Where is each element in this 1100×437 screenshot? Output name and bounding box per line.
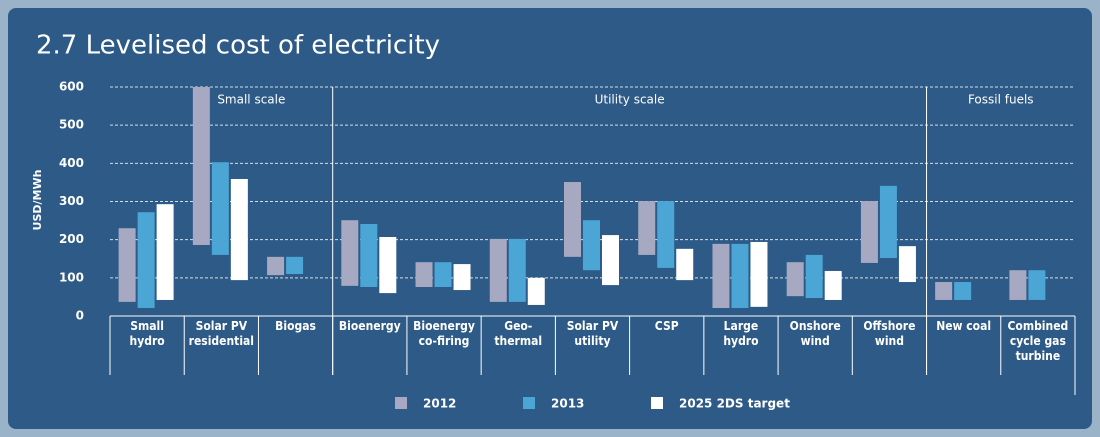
y-tick-label: 200 [59, 232, 84, 246]
x-tick-label: Geo-thermal [494, 319, 543, 348]
x-tick-label-box: Geo-thermal [494, 319, 543, 348]
bar [638, 201, 656, 255]
chart-title: 2.7 Levelised cost of electricity [36, 31, 440, 61]
y-tick-label: 500 [59, 118, 84, 132]
legend-label: 2013 [551, 397, 584, 411]
y-tick-label: 0 [76, 309, 84, 323]
y-tick-label: 300 [59, 194, 84, 208]
x-tick-label: Bioenergy [338, 319, 401, 333]
x-tick-label-box: Large hydro [723, 319, 759, 348]
x-tick-label: CSP [654, 319, 679, 333]
x-tick-label-box: Bioenergy co-firing [413, 319, 475, 348]
bar [211, 162, 229, 255]
bar [657, 201, 675, 268]
bar [508, 238, 526, 302]
x-tick-label-box: Onshore wind [789, 319, 841, 348]
y-tick-label: 400 [59, 156, 84, 170]
bar [453, 264, 471, 291]
bar [583, 220, 600, 271]
bar [750, 241, 768, 307]
bar [898, 246, 916, 283]
x-tick-label: Onshore wind [789, 319, 841, 348]
x-tick-label: Bioenergy co-firing [413, 319, 475, 348]
y-tick-label: 600 [59, 80, 84, 94]
bar [954, 282, 972, 300]
bar [602, 235, 619, 286]
y-tick-label: 100 [59, 270, 84, 284]
bar [860, 201, 878, 263]
bar [712, 243, 730, 308]
x-tick-label: Combined cycle gas turbine [1007, 319, 1069, 363]
x-tick-label: Solar PV residential [188, 319, 254, 348]
bar [527, 277, 545, 305]
bar [676, 248, 694, 281]
legend-swatch [395, 397, 407, 409]
legend-label: 2012 [423, 397, 456, 411]
group-label: Fossil fuels [968, 93, 1034, 107]
bar [360, 224, 378, 287]
group-label: Small scale [217, 93, 285, 107]
bar [1009, 270, 1027, 300]
y-axis-label: USD/MWh [31, 170, 44, 231]
bar [341, 220, 359, 286]
x-tick-label: New coal [936, 319, 992, 333]
bar [379, 236, 397, 294]
bar [731, 243, 749, 308]
bar [137, 212, 155, 308]
bar [267, 256, 285, 276]
legend-label: 2025 2DS target [679, 397, 790, 411]
bar [805, 254, 823, 299]
bar [786, 262, 804, 297]
bar [118, 228, 136, 302]
x-tick-label-box: New coal [936, 319, 992, 333]
x-tick-label-box: Offshore wind [863, 319, 916, 348]
x-tick-label: Small hydro [129, 319, 165, 348]
background [8, 8, 1092, 429]
bar [434, 262, 452, 287]
bar [286, 256, 304, 275]
bar [1028, 270, 1046, 300]
legend-swatch [651, 397, 663, 409]
x-tick-label-box: Small hydro [129, 319, 165, 348]
bar [192, 87, 210, 246]
x-tick-label: Biogas [275, 319, 316, 333]
x-tick-label-box: Combined cycle gas turbine [1007, 319, 1069, 363]
x-tick-label: Solar PV utility [566, 319, 619, 348]
bar [489, 238, 507, 302]
legend-swatch [523, 397, 535, 409]
group-label: Utility scale [595, 93, 665, 107]
x-tick-label: Offshore wind [863, 319, 916, 348]
x-tick-label-box: CSP [654, 319, 679, 333]
x-tick-label-box: Solar PV residential [188, 319, 254, 348]
bar [230, 178, 248, 281]
bar [824, 270, 842, 300]
x-tick-label: Large hydro [723, 319, 759, 348]
x-tick-label-box: Biogas [275, 319, 316, 333]
x-tick-label-box: Bioenergy [338, 319, 401, 333]
bar [564, 182, 581, 257]
x-tick-label-box: Solar PV utility [566, 319, 619, 348]
bar [879, 185, 897, 258]
bar [156, 204, 174, 300]
bar [415, 262, 433, 287]
bar [935, 282, 953, 300]
